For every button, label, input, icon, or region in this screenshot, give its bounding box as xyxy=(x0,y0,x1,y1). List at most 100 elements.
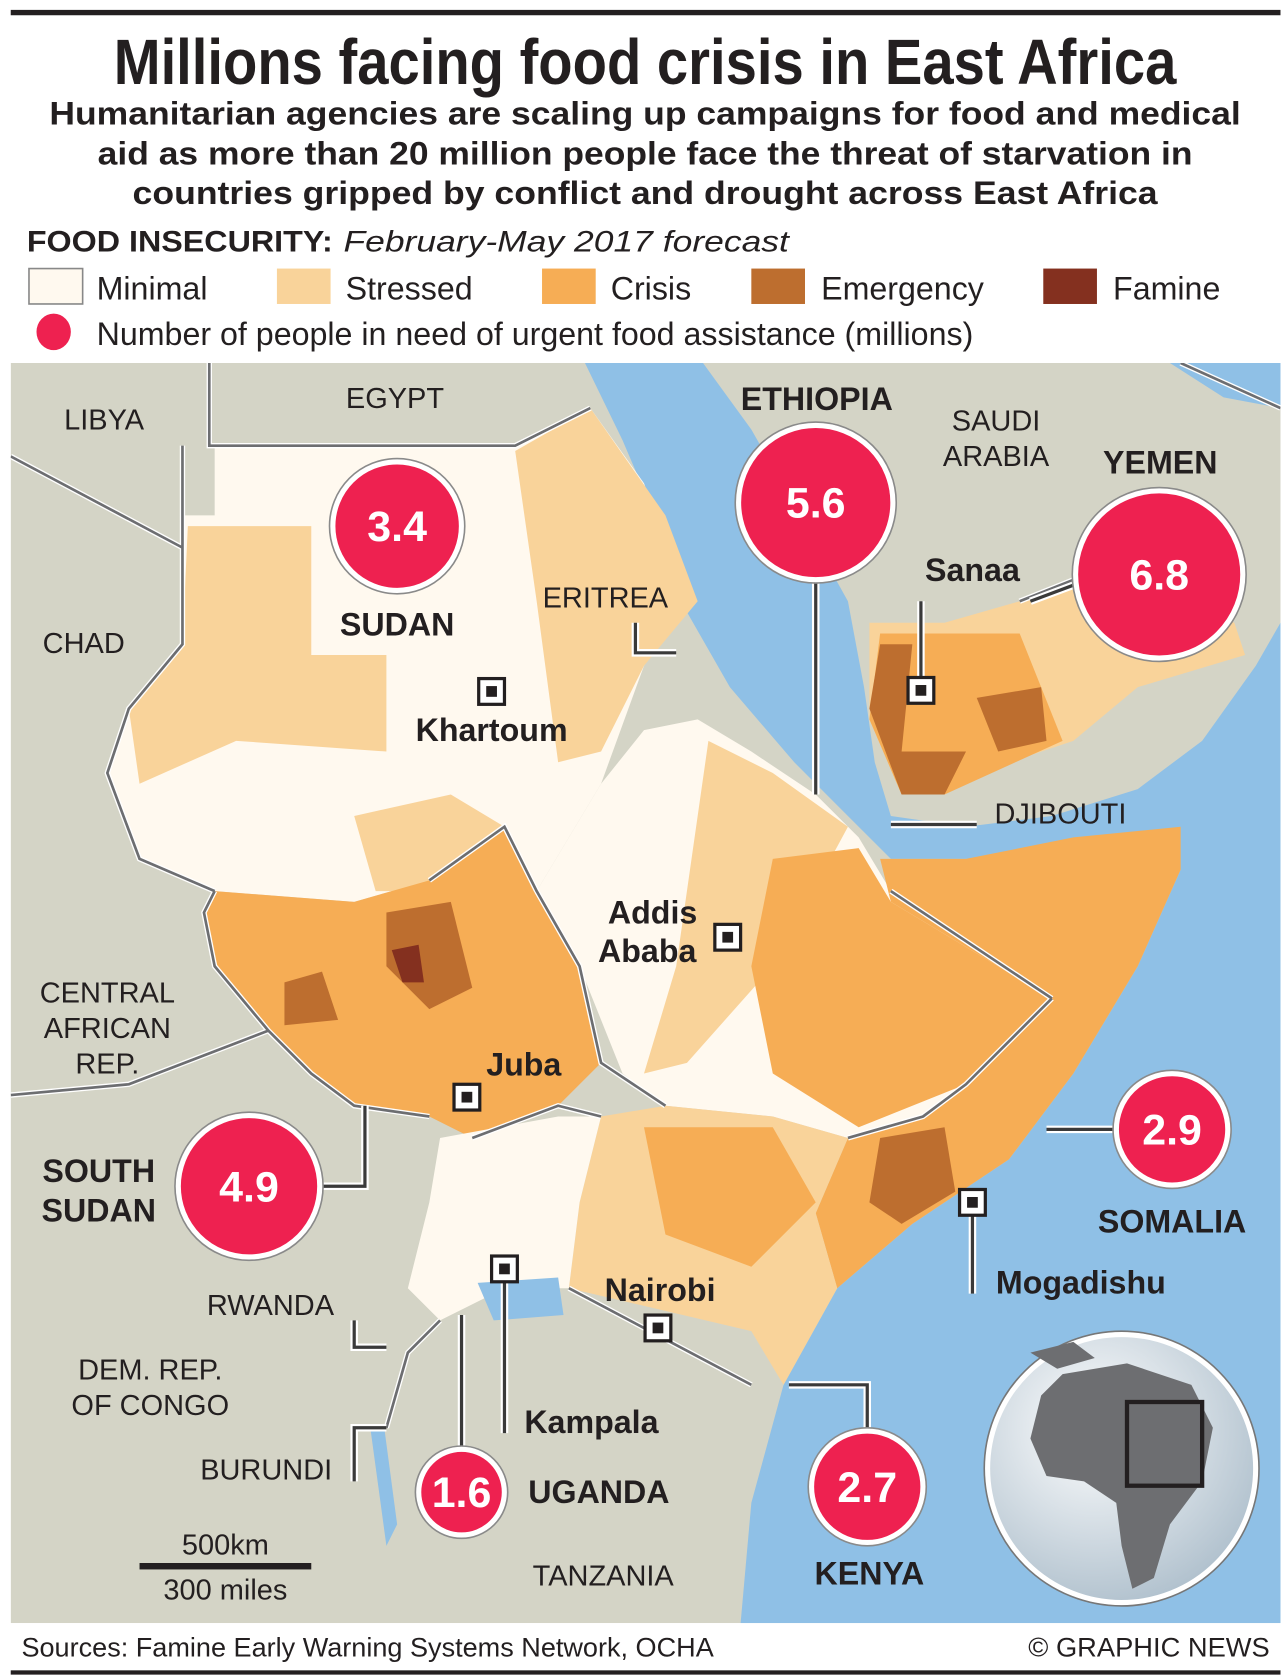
legend-swatch-famine xyxy=(1043,268,1097,304)
page-title: Millions facing food crisis in East Afri… xyxy=(114,26,1178,98)
label-car-2: AFRICAN xyxy=(44,1013,171,1045)
lake-tanganyika xyxy=(370,1427,398,1546)
bubble-kenya: 2.7 xyxy=(807,1426,928,1547)
label-south-sudan-1: SOUTH xyxy=(42,1153,155,1189)
lake-victoria xyxy=(477,1277,564,1321)
value-bubbles: 3.4 5.6 6.8 4.9 1.6 2.7 2.9 xyxy=(174,421,1247,1547)
svg-text:4.9: 4.9 xyxy=(219,1163,279,1211)
capital-marker-kampala xyxy=(489,1254,519,1284)
legend-label-minimal: Minimal xyxy=(97,271,208,307)
scale-bar: 500km 300 miles xyxy=(139,1529,312,1606)
capital-markers xyxy=(452,675,987,1343)
region-uganda xyxy=(407,1116,602,1321)
label-mogadishu: Mogadishu xyxy=(996,1265,1166,1301)
svg-text:5.6: 5.6 xyxy=(786,480,846,528)
svg-text:1.6: 1.6 xyxy=(432,1469,492,1517)
label-car-3: REP. xyxy=(75,1049,139,1081)
label-juba: Juba xyxy=(486,1047,562,1083)
sudan-stressed-east xyxy=(515,408,698,763)
label-eritrea: ERITREA xyxy=(543,583,669,615)
credit: © GRAPHIC NEWS xyxy=(1028,1632,1269,1662)
capital-labels: Khartoum Addis Ababa Juba Nairobi Kampal… xyxy=(416,552,1166,1440)
svg-text:3.4: 3.4 xyxy=(367,503,427,551)
legend-label-crisis: Crisis xyxy=(611,271,691,307)
yemen-emergency-east xyxy=(976,687,1047,752)
subtitle-line-3: countries gripped by conflict and drough… xyxy=(133,175,1159,211)
label-drc-2: OF CONGO xyxy=(71,1390,229,1422)
kenya-crisis xyxy=(644,1127,816,1267)
legend-swatch-minimal xyxy=(28,267,84,305)
legend-label-stressed: Stressed xyxy=(346,271,473,307)
label-kampala: Kampala xyxy=(524,1404,659,1440)
label-south-sudan-2: SUDAN xyxy=(42,1193,156,1229)
subtitle-line-1: Humanitarian agencies are scaling up cam… xyxy=(49,96,1240,132)
legend-label-famine: Famine xyxy=(1113,271,1220,307)
legend-items: Minimal Stressed Crisis Emergency Famine… xyxy=(28,267,1220,352)
sources: Sources: Famine Early Warning Systems Ne… xyxy=(21,1632,713,1662)
legend-bubble-label: Number of people in need of urgent food … xyxy=(97,316,974,352)
label-arabia: ARABIA xyxy=(943,441,1050,473)
scale-km: 500km xyxy=(182,1529,269,1561)
ethiopia-crisis xyxy=(751,848,1052,1128)
label-chad: CHAD xyxy=(43,628,125,660)
label-drc-1: DEM. REP. xyxy=(78,1354,222,1386)
scale-miles: 300 miles xyxy=(163,1574,287,1606)
label-tanzania: TANZANIA xyxy=(533,1561,675,1593)
country-labels: SUDAN ETHIOPIA YEMEN SOUTH SUDAN UGANDA … xyxy=(42,381,1247,1591)
neighbour-labels: LIBYA EGYPT CHAD SAUDI ARABIA ERITREA CE… xyxy=(40,383,1127,1592)
bubble-somalia: 2.9 xyxy=(1112,1069,1232,1190)
top-rule xyxy=(10,9,1281,16)
scale-line xyxy=(139,1563,312,1570)
label-kenya: KENYA xyxy=(815,1555,925,1591)
label-saudi: SAUDI xyxy=(952,406,1041,438)
label-addis: Addis xyxy=(608,894,697,930)
yemen-emergency xyxy=(869,644,966,795)
bubble-ethiopia: 5.6 xyxy=(734,421,898,584)
capital-marker-nairobi xyxy=(643,1313,673,1343)
label-sudan: SUDAN xyxy=(340,607,454,643)
svg-text:2.9: 2.9 xyxy=(1142,1106,1202,1154)
capital-marker-khartoum xyxy=(477,676,507,706)
svg-text:2.7: 2.7 xyxy=(837,1464,897,1512)
legend-swatch-emergency xyxy=(751,268,805,304)
label-nairobi: Nairobi xyxy=(605,1272,716,1308)
svg-text:6.8: 6.8 xyxy=(1129,551,1189,599)
label-ababa: Ababa xyxy=(598,933,697,969)
callout-lines xyxy=(322,579,1117,1482)
legend-label-emergency: Emergency xyxy=(821,271,985,307)
sudan-stressed-west xyxy=(128,526,387,784)
ethiopia-stressed xyxy=(644,740,848,1074)
legend-heading: FOOD INSECURITY: xyxy=(27,225,333,258)
legend-bubble-icon xyxy=(36,313,71,351)
label-ethiopia: ETHIOPIA xyxy=(741,381,893,417)
locator-globe xyxy=(983,1330,1260,1607)
map: LIBYA EGYPT CHAD SAUDI ARABIA ERITREA CE… xyxy=(10,363,1281,1624)
label-khartoum: Khartoum xyxy=(416,712,568,748)
label-burundi: BURUNDI xyxy=(200,1454,332,1486)
legend-swatch-crisis xyxy=(542,268,596,304)
capital-marker-mogadishu xyxy=(957,1187,987,1217)
bubble-sudan: 3.4 xyxy=(328,457,466,595)
label-somalia: SOMALIA xyxy=(1098,1203,1246,1239)
capital-marker-juba xyxy=(452,1082,482,1112)
bubble-south-sudan: 4.9 xyxy=(174,1111,324,1262)
somalia-emergency xyxy=(869,1127,956,1224)
capital-marker-addis-ababa xyxy=(713,922,743,952)
label-libya: LIBYA xyxy=(64,405,145,437)
label-egypt: EGYPT xyxy=(346,383,444,415)
label-rwanda: RWANDA xyxy=(207,1290,335,1322)
subtitle-line-2: aid as more than 20 million people face … xyxy=(98,135,1193,171)
label-yemen: YEMEN xyxy=(1103,445,1217,481)
label-car-1: CENTRAL xyxy=(40,978,175,1010)
label-uganda: UGANDA xyxy=(528,1474,669,1510)
bubble-yemen: 6.8 xyxy=(1071,486,1247,663)
label-sanaa: Sanaa xyxy=(925,552,1021,588)
legend-period: February-May 2017 forecast xyxy=(343,225,790,258)
bubble-uganda: 1.6 xyxy=(414,1445,509,1540)
bottom-rule xyxy=(10,1670,1281,1675)
south-sudan-famine xyxy=(391,944,424,983)
legend-swatch-stressed xyxy=(276,268,331,304)
label-djibouti: DJIBOUTI xyxy=(994,798,1126,830)
sea xyxy=(584,363,1281,1624)
